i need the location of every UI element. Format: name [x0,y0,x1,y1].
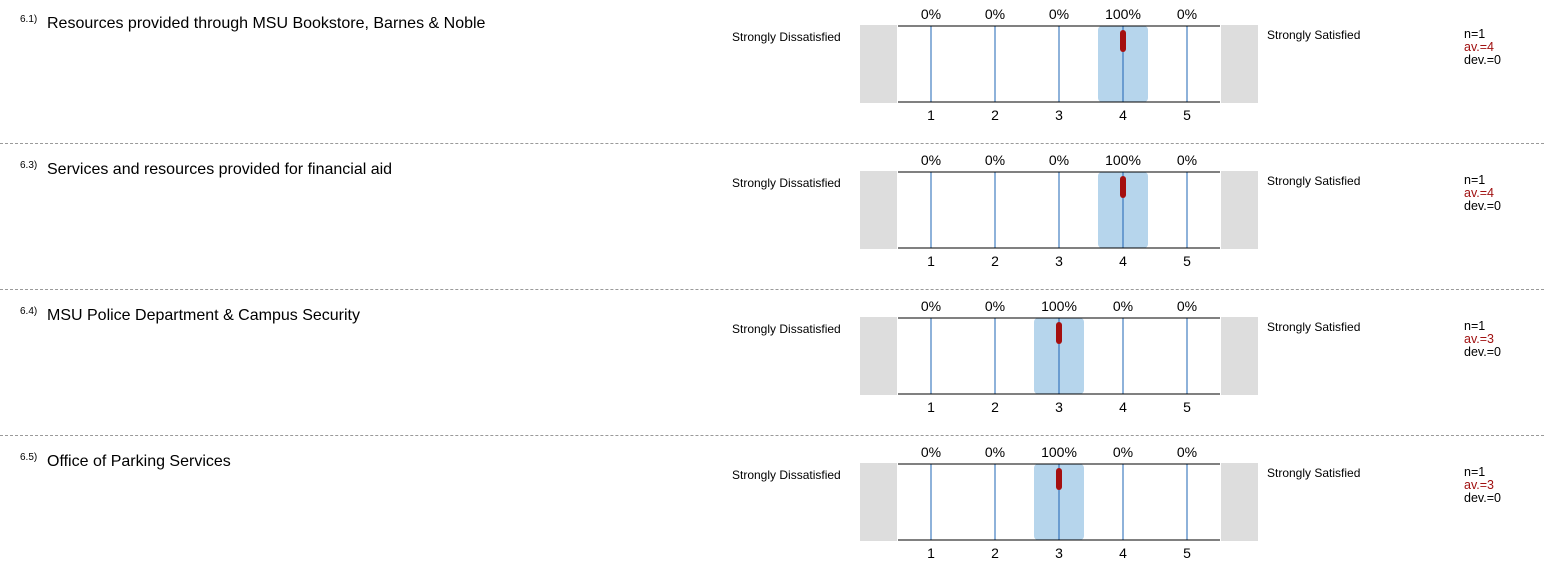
left-end-box [860,317,897,395]
percent-label: 0% [985,298,1005,314]
percent-label: 0% [921,152,941,168]
row-separator [0,435,1544,436]
left-end-box [860,25,897,103]
scale-left-label: Strongly Dissatisfied [732,468,841,482]
tick-label: 2 [991,399,999,415]
percent-label: 100% [1041,298,1077,314]
n-count: n=1 [1464,465,1486,479]
n-count: n=1 [1464,173,1486,187]
tick-label: 2 [991,545,999,561]
scale-left-label: Strongly Dissatisfied [732,322,841,336]
question-text: MSU Police Department & Campus Security [47,307,360,324]
percent-label: 0% [1177,152,1197,168]
rating-scale-chart: 0% 0% 100% 0% 0% 1 2 3 4 5 [860,444,1258,561]
scale-right-label: Strongly Satisfied [1267,174,1361,188]
percent-label: 0% [1113,444,1133,460]
std-deviation: dev.=0 [1464,199,1501,213]
left-end-box [860,171,897,249]
question-row: 6.4) MSU Police Department & Campus Secur… [0,292,1544,438]
question-text: Resources provided through MSU Bookstore… [47,15,486,32]
question-text: Services and resources provided for fina… [47,161,393,178]
std-deviation: dev.=0 [1464,345,1501,359]
n-count: n=1 [1464,27,1486,41]
percent-label: 100% [1105,6,1141,22]
right-end-box [1221,317,1258,395]
tick-label: 4 [1119,545,1127,561]
stats-block: n=1 av.=4 dev.=0 [1464,28,1501,67]
tick-label: 3 [1055,253,1063,269]
right-end-box [1221,25,1258,103]
percent-label: 0% [921,444,941,460]
scale-right-label: Strongly Satisfied [1267,466,1361,480]
tick-label: 4 [1119,253,1127,269]
percent-label: 100% [1105,152,1141,168]
tick-label: 1 [927,253,935,269]
percent-label: 0% [985,152,1005,168]
stats-block: n=1 av.=3 dev.=0 [1464,466,1501,505]
left-end-box [860,463,897,541]
tick-label: 2 [991,253,999,269]
std-deviation: dev.=0 [1464,491,1501,505]
percent-label: 0% [985,6,1005,22]
tick-label: 5 [1183,107,1191,123]
row-separator [0,143,1544,144]
stats-block: n=1 av.=3 dev.=0 [1464,320,1501,359]
tick-label: 4 [1119,107,1127,123]
question-row: 6.5) Office of Parking Services Strongly D… [0,438,1544,584]
stats-block: n=1 av.=4 dev.=0 [1464,174,1501,213]
percent-label: 0% [921,6,941,22]
tick-label: 2 [991,107,999,123]
mean-marker [1120,176,1126,198]
percent-label: 100% [1041,444,1077,460]
rating-scale-chart: 0% 0% 0% 100% 0% 1 2 3 4 5 [860,6,1258,123]
mean-marker [1120,30,1126,52]
right-end-box [1221,171,1258,249]
tick-label: 5 [1183,545,1191,561]
percent-label: 0% [1049,152,1069,168]
tick-label: 5 [1183,399,1191,415]
percent-label: 0% [1177,444,1197,460]
scale-right-label: Strongly Satisfied [1267,28,1361,42]
question-row: 6.1) Resources provided through MSU Books… [0,0,1544,146]
tick-label: 1 [927,107,935,123]
percent-label: 0% [1177,6,1197,22]
average-value: av.=3 [1464,332,1494,346]
percent-label: 0% [1049,6,1069,22]
average-value: av.=4 [1464,40,1494,54]
mean-marker [1056,468,1062,490]
rating-scale-chart: 0% 0% 100% 0% 0% 1 2 3 4 5 [860,298,1258,415]
question-number: 6.3) [20,160,38,171]
percent-label: 0% [1113,298,1133,314]
tick-label: 1 [927,545,935,561]
question-number: 6.1) [20,14,38,25]
question-number: 6.4) [20,306,38,317]
std-deviation: dev.=0 [1464,53,1501,67]
question-row: 6.3) Services and resources provided for … [0,146,1544,292]
scale-left-label: Strongly Dissatisfied [732,30,841,44]
rating-scale-chart: 0% 0% 0% 100% 0% 1 2 3 4 5 [860,152,1258,269]
question-number: 6.5) [20,452,38,463]
mean-marker [1056,322,1062,344]
right-end-box [1221,463,1258,541]
tick-label: 5 [1183,253,1191,269]
tick-label: 1 [927,399,935,415]
percent-label: 0% [1177,298,1197,314]
n-count: n=1 [1464,319,1486,333]
percent-label: 0% [921,298,941,314]
average-value: av.=4 [1464,186,1494,200]
tick-label: 3 [1055,107,1063,123]
average-value: av.=3 [1464,478,1494,492]
question-text: Office of Parking Services [47,453,231,470]
percent-label: 0% [985,444,1005,460]
tick-label: 3 [1055,545,1063,561]
row-separator [0,289,1544,290]
tick-label: 4 [1119,399,1127,415]
scale-right-label: Strongly Satisfied [1267,320,1361,334]
scale-left-label: Strongly Dissatisfied [732,176,841,190]
tick-label: 3 [1055,399,1063,415]
